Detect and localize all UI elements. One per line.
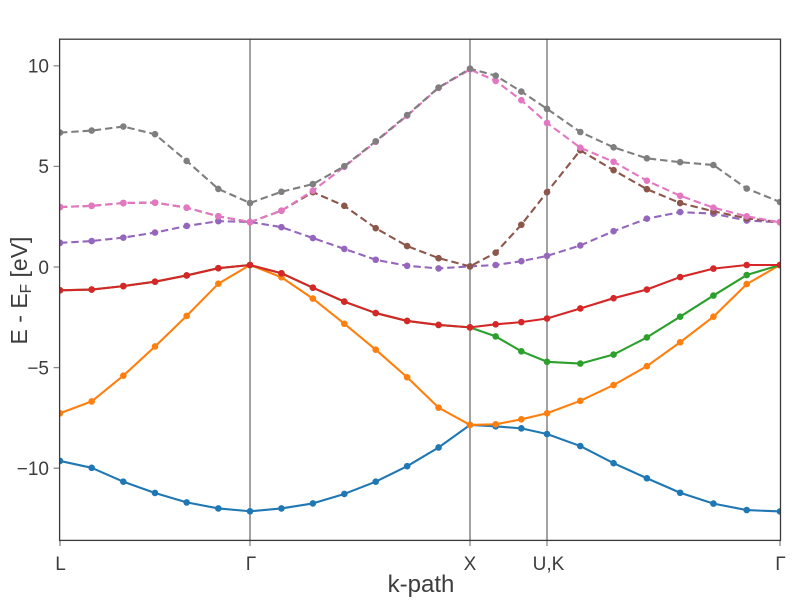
svg-text:10: 10	[28, 57, 49, 78]
svg-text:5: 5	[38, 157, 49, 178]
svg-text:L: L	[55, 554, 66, 575]
svg-text:X: X	[464, 554, 477, 575]
svg-text:−5: −5	[27, 358, 49, 379]
svg-text:Γ: Γ	[246, 554, 256, 575]
svg-text:−10: −10	[17, 459, 49, 480]
svg-text:k-path: k-path	[388, 571, 455, 598]
svg-text:U,K: U,K	[533, 554, 565, 575]
svg-text:0: 0	[38, 258, 49, 279]
svg-text:Γ: Γ	[775, 554, 785, 575]
